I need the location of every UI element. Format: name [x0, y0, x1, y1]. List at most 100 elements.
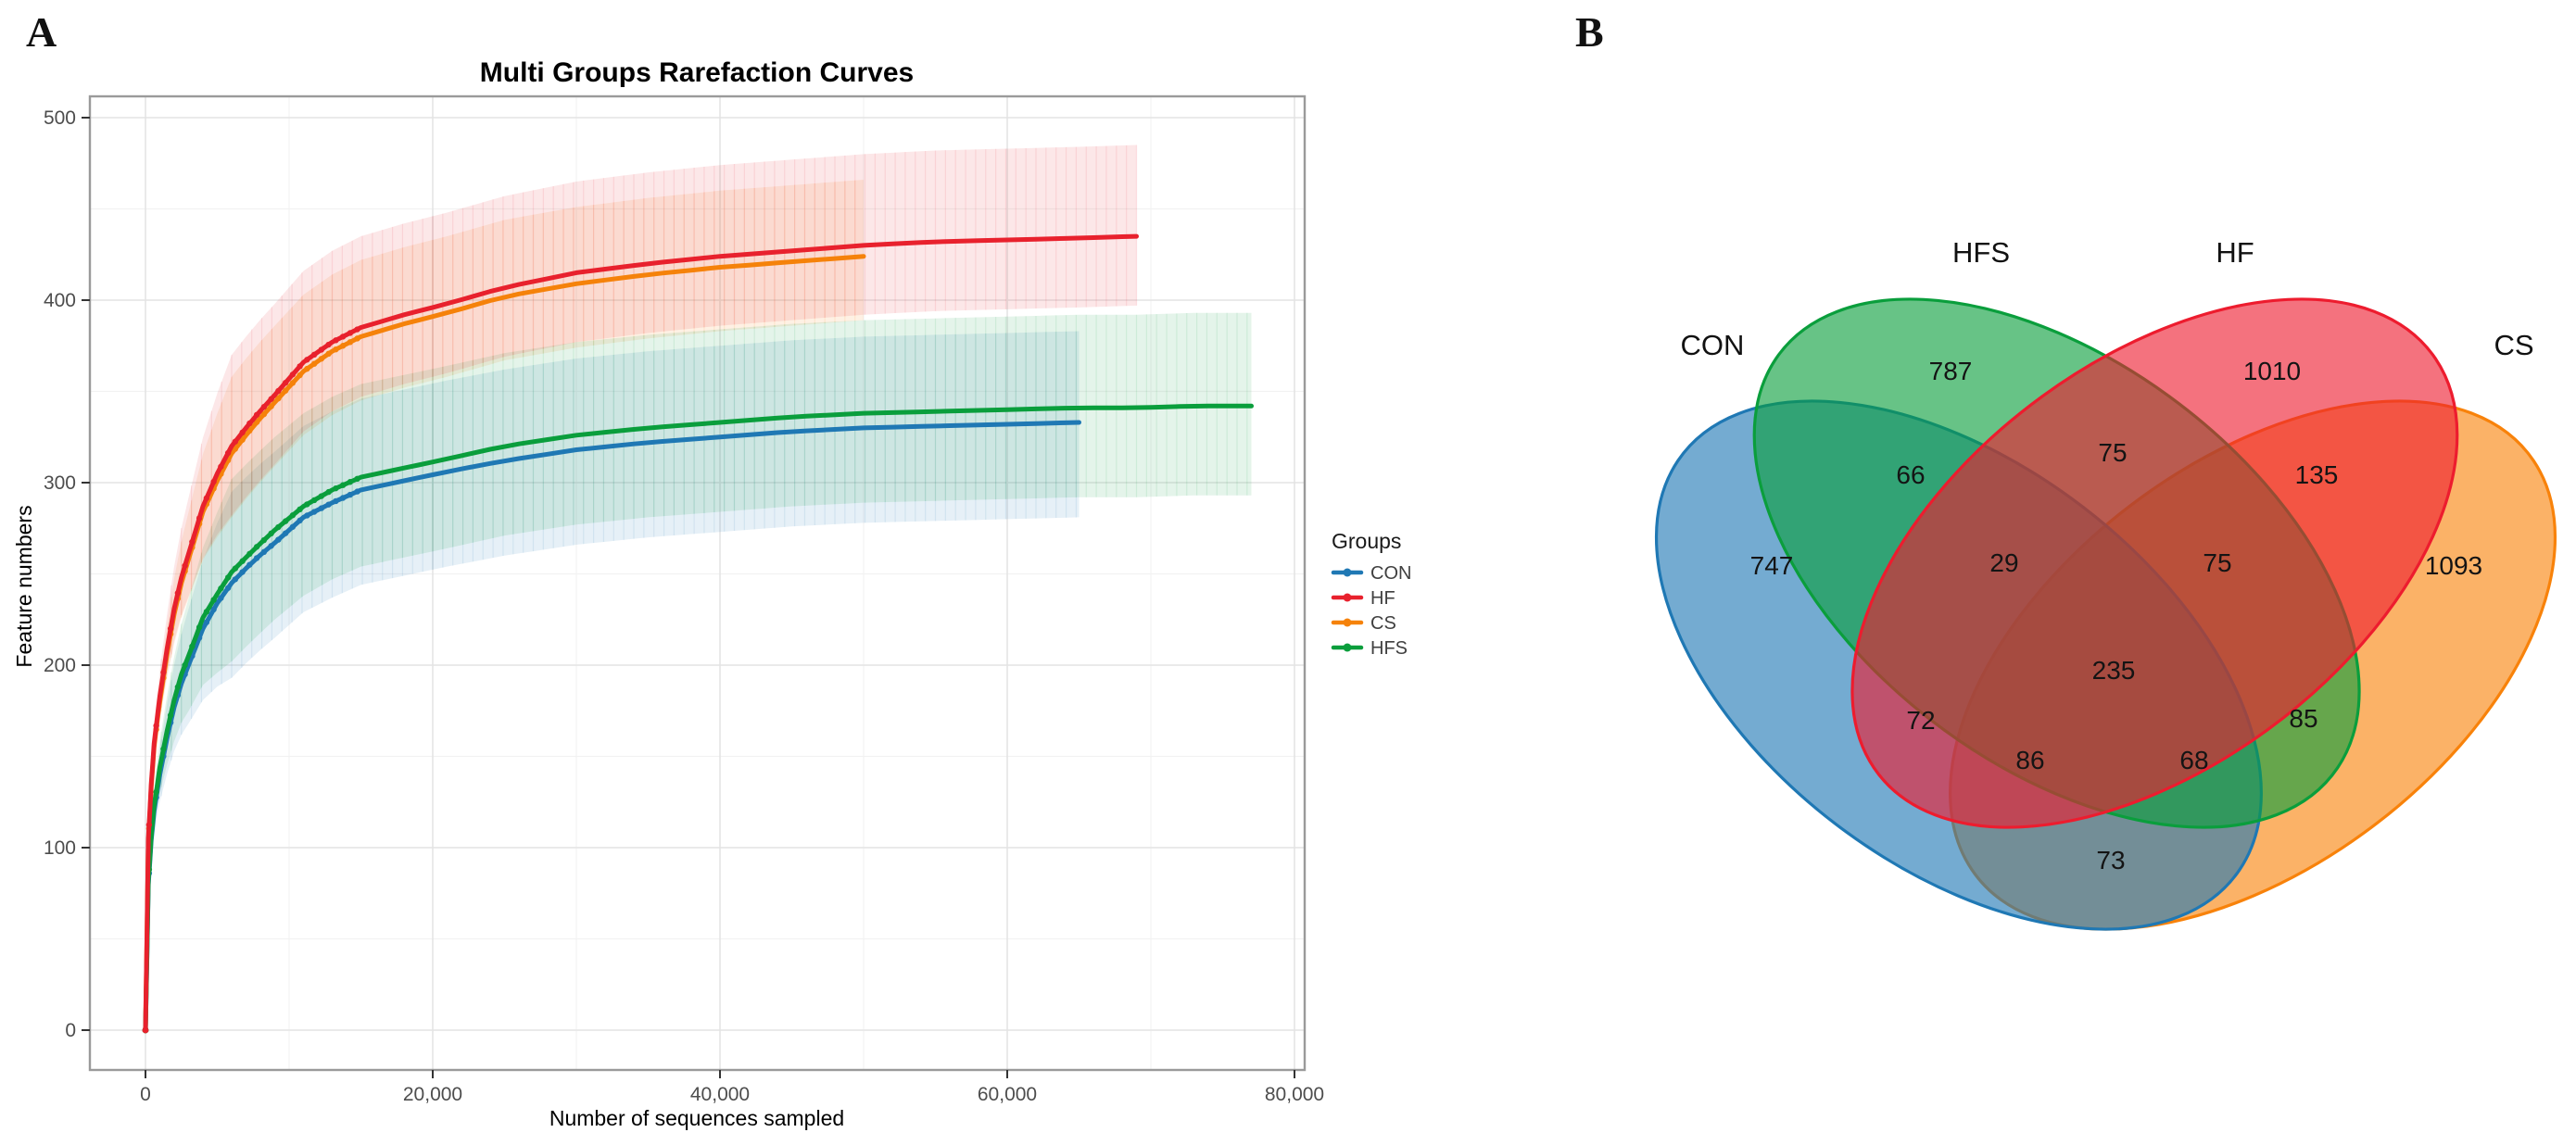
ci-band-CS: [145, 179, 864, 1031]
point-CON: [246, 561, 253, 568]
y-tick-label: 0: [65, 1020, 76, 1041]
point-HFS: [354, 475, 360, 483]
venn-region-count-con_hfs_hf: 29: [1989, 548, 2018, 577]
point-CON: [339, 495, 347, 501]
point-HF: [232, 438, 239, 445]
point-CS: [289, 380, 297, 386]
point-CON: [224, 585, 232, 591]
point-HFS: [289, 512, 297, 519]
point-HFS: [339, 482, 347, 488]
venn-region-count-hf: 1010: [2243, 357, 2301, 385]
point-CON: [203, 619, 210, 625]
venn-region-count-hfs: 787: [1929, 357, 1973, 385]
point-HFS: [297, 506, 303, 513]
legend-label-CS: CS: [1370, 613, 1396, 634]
point-CS: [297, 371, 303, 379]
point-CS: [246, 427, 253, 434]
point-CON: [282, 530, 289, 536]
point-HF: [239, 429, 246, 436]
point-CS: [339, 343, 347, 349]
point-HF: [310, 351, 318, 359]
point-HFS: [224, 574, 232, 581]
point-HF: [253, 411, 260, 418]
point-HFS: [160, 746, 167, 752]
point-HF: [354, 326, 360, 333]
point-HF: [260, 404, 268, 410]
x-tick-label: 80,000: [1265, 1084, 1324, 1105]
x-tick-label: 60,000: [978, 1084, 1037, 1105]
venn-set-label-CS: CS: [2494, 329, 2533, 361]
point-HF: [145, 822, 153, 828]
venn-ellipse-group: [1566, 192, 2576, 1037]
point-HF: [268, 396, 274, 402]
venn-region-count-cs: 1093: [2425, 551, 2482, 580]
point-CON: [310, 509, 318, 515]
point-CS: [318, 356, 325, 362]
point-CS: [260, 410, 268, 418]
x-tick-label: 40,000: [690, 1084, 750, 1105]
point-HF: [318, 346, 325, 353]
point-CON: [268, 543, 274, 549]
point-HF: [174, 589, 182, 597]
point-HF: [289, 371, 297, 378]
point-HF: [246, 420, 253, 427]
point-HFS: [174, 684, 182, 690]
venn-region-count-con_hf_cs: 86: [2015, 746, 2044, 774]
point-HFS: [253, 544, 260, 550]
legend-key-point-HFS: [1343, 643, 1352, 652]
point-HFS: [304, 501, 310, 508]
point-CS: [239, 436, 246, 443]
point-HF: [167, 625, 174, 632]
point-CS: [347, 339, 354, 346]
legend-key-point-CS: [1343, 618, 1352, 627]
point-CON: [347, 491, 354, 498]
point-CON: [297, 517, 303, 524]
point-HFS: [210, 597, 217, 603]
legend-label-HF: HF: [1370, 588, 1395, 609]
point-HF: [304, 357, 310, 363]
point-CS: [268, 403, 274, 409]
point-HFS: [347, 479, 354, 485]
point-HF: [347, 330, 354, 336]
point-CS: [333, 346, 339, 353]
venn-region-count-con_hfs_cs: 68: [2179, 746, 2208, 774]
venn-region-count-hfs_cs: 85: [2289, 704, 2317, 733]
point-CON: [210, 606, 217, 613]
point-CS: [232, 446, 239, 452]
legend-key-point-CON: [1343, 568, 1352, 577]
point-CON: [354, 488, 360, 495]
point-CON: [239, 569, 246, 575]
point-HF: [153, 723, 159, 729]
point-CS: [310, 360, 318, 367]
point-HF: [224, 449, 232, 457]
ci-band-HFS: [145, 312, 1252, 1030]
point-CON: [253, 555, 260, 561]
point-CON: [304, 512, 310, 519]
point-CS: [275, 395, 282, 402]
panel-b-label: B: [1575, 8, 1604, 56]
point-HF: [297, 363, 303, 370]
point-HFS: [218, 585, 224, 592]
y-tick-label: 200: [44, 655, 76, 676]
rarefaction-chart: 0 20,000 40,000 60,000 80,000 0 100 200 300 400 50…: [12, 57, 1411, 1130]
y-axis-title: Feature numbers: [12, 505, 36, 667]
point-HFS: [310, 497, 318, 504]
venn-region-count-hfs_hf: 75: [2098, 438, 2127, 467]
point-CON: [275, 536, 282, 543]
legend-title: Groups: [1332, 529, 1401, 553]
point-HF: [196, 515, 203, 522]
point-CON: [218, 595, 224, 601]
point-HF: [275, 387, 282, 395]
point-HF: [325, 341, 332, 348]
y-tick-label: 300: [44, 472, 76, 494]
venn-set-label-HF: HF: [2216, 236, 2254, 269]
point-HFS: [318, 493, 325, 499]
venn-region-count-con_cs: 73: [2096, 846, 2125, 874]
point-HF: [218, 463, 224, 470]
x-tick-label: 20,000: [403, 1084, 462, 1105]
venn-region-count-con: 747: [1750, 551, 1794, 580]
point-HFS: [167, 711, 174, 719]
point-CS: [304, 365, 310, 372]
legend-label-CON: CON: [1370, 563, 1411, 584]
